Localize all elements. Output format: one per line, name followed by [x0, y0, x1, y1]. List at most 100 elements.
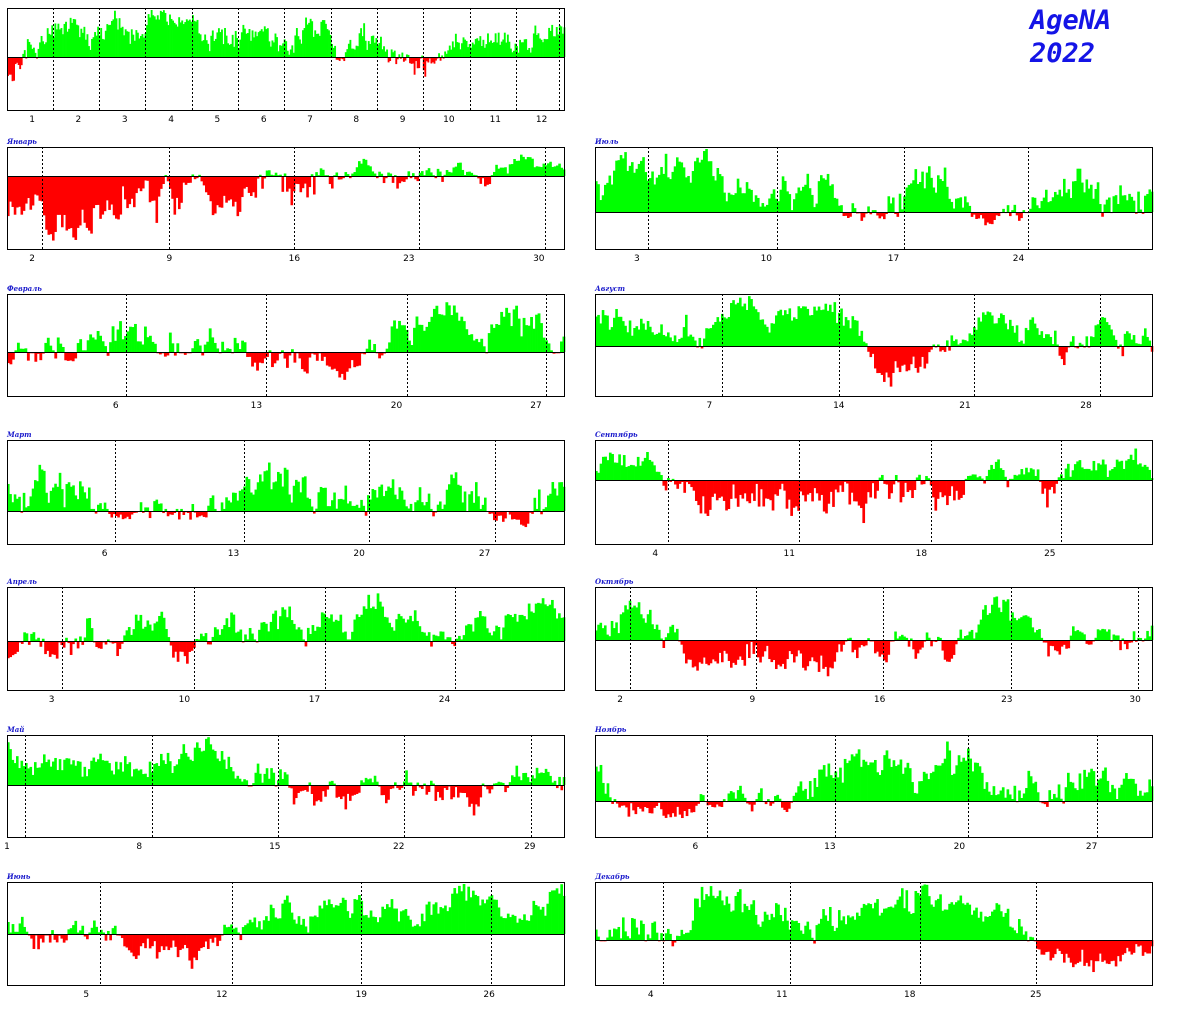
bar [730, 303, 733, 346]
bar [261, 782, 264, 785]
bar [541, 906, 545, 934]
bar [207, 176, 210, 196]
bar [290, 502, 294, 511]
bar [464, 39, 466, 57]
bar [847, 638, 850, 640]
bar [960, 761, 963, 801]
bar [346, 49, 349, 57]
bar [106, 760, 109, 785]
bar [457, 785, 460, 798]
bar [707, 328, 711, 346]
bar [268, 170, 271, 176]
bars [595, 296, 1154, 387]
bar [764, 480, 768, 499]
bar [1015, 620, 1019, 640]
bar [354, 49, 356, 57]
bar [685, 640, 688, 664]
bar [1056, 640, 1059, 652]
bar [490, 635, 494, 641]
bar [499, 167, 503, 176]
bar [502, 167, 505, 176]
bar [548, 604, 552, 641]
bar [54, 23, 57, 57]
bar [876, 640, 879, 652]
bar [19, 348, 23, 352]
tick-label: 2 [76, 115, 82, 125]
bar [999, 790, 1003, 801]
bar [186, 934, 189, 949]
bar [920, 781, 924, 801]
bar [829, 304, 832, 346]
bar [916, 640, 920, 654]
bar [97, 759, 100, 785]
bar [189, 759, 192, 785]
bar [120, 641, 124, 644]
bar [270, 174, 273, 176]
bar [95, 35, 98, 57]
chart-title: Январь [7, 137, 37, 146]
bar [460, 316, 464, 352]
bar [988, 312, 992, 346]
bar [502, 782, 505, 785]
bar [1057, 784, 1061, 801]
bar [633, 605, 636, 640]
bar [175, 764, 179, 785]
bar [925, 773, 928, 801]
bar [606, 460, 610, 480]
bar [403, 176, 406, 182]
bar [994, 461, 998, 480]
bar [310, 506, 314, 511]
bar [913, 792, 917, 801]
bar [736, 891, 740, 940]
bar [1078, 460, 1082, 480]
bar [373, 173, 377, 176]
bar [43, 176, 46, 216]
bar [163, 352, 167, 357]
bar [243, 342, 247, 352]
bar [553, 608, 557, 641]
bar [65, 934, 68, 941]
bar [83, 766, 87, 785]
bar [123, 35, 126, 57]
plot-frame [595, 587, 1153, 691]
tick-label: 5 [215, 115, 221, 125]
bar [316, 626, 319, 641]
bar [1139, 940, 1143, 946]
bar [337, 785, 341, 797]
bar [1002, 208, 1005, 212]
bar [117, 511, 120, 518]
bar [172, 641, 175, 658]
bar [467, 886, 471, 934]
bar [755, 480, 759, 484]
bar [604, 184, 607, 212]
bar [1103, 204, 1107, 212]
bar [416, 620, 419, 641]
bar [658, 629, 661, 640]
bar [41, 638, 45, 641]
bar [1074, 631, 1077, 640]
bar [919, 640, 922, 650]
bar [470, 785, 474, 804]
bar [844, 924, 848, 940]
bar [544, 604, 547, 641]
bar [103, 502, 107, 511]
bar [425, 635, 429, 641]
bar [697, 801, 700, 804]
bar [1051, 640, 1055, 647]
bar [277, 51, 280, 57]
bar [494, 33, 497, 57]
bar [892, 197, 895, 212]
bar [65, 21, 67, 57]
bar [1038, 208, 1041, 212]
bar [211, 176, 215, 216]
bar [995, 212, 999, 216]
bar [497, 627, 501, 641]
bar [952, 208, 956, 212]
bar [339, 902, 343, 934]
bar [923, 188, 927, 212]
chart-apr: Апрель 3 10 17 24 [7, 578, 566, 705]
bar [522, 156, 525, 176]
bar [94, 32, 97, 57]
bar [455, 312, 459, 352]
bar [1013, 332, 1017, 346]
